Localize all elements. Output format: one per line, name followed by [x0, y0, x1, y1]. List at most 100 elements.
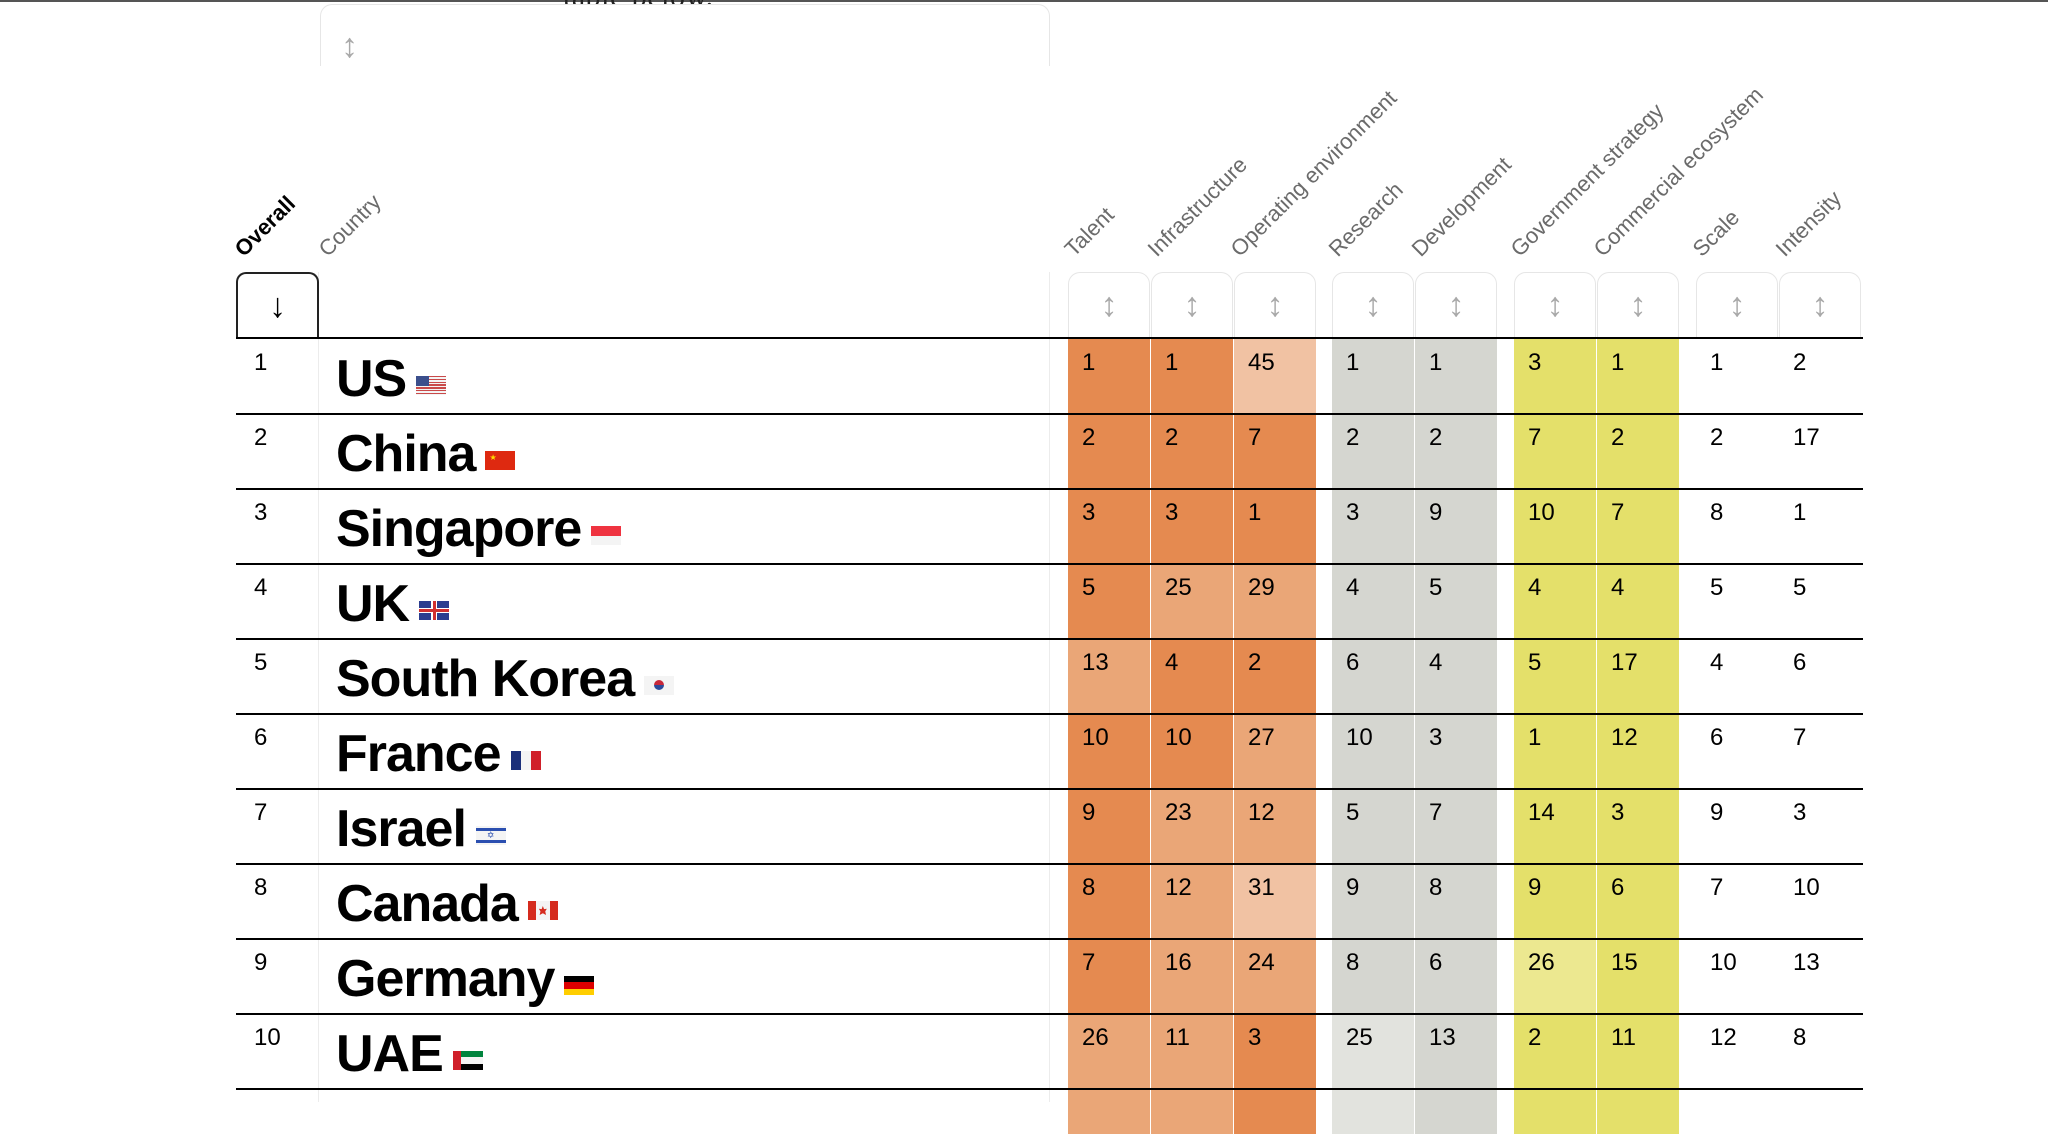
country-cell[interactable]: Germany: [336, 943, 595, 1005]
metric-cell-commercial: 4: [1611, 574, 1625, 601]
cell-background: [1514, 414, 1596, 489]
cell-background: [1234, 714, 1316, 789]
top-border: [0, 0, 2048, 2]
metric-cell-research: 5: [1346, 799, 1360, 826]
metric-cell-government: 10: [1528, 499, 1555, 526]
cell-background: [1514, 714, 1596, 789]
metric-cell-development: 6: [1429, 949, 1443, 976]
country-cell[interactable]: Israel ✡: [336, 793, 506, 855]
metric-cell-government: 3: [1528, 349, 1542, 376]
metric-cell-infrastructure: 25: [1165, 574, 1192, 601]
rank-cell: 9: [254, 949, 268, 976]
table-row: 8 Canada 8 12 31 9 8 9 6 7 10: [236, 864, 1863, 940]
cell-background: [1415, 789, 1497, 864]
country-name: Israel: [336, 800, 467, 858]
metric-cell-development: 4: [1429, 649, 1443, 676]
country-cell[interactable]: UAE: [336, 1018, 483, 1080]
metric-cell-operating: 27: [1248, 724, 1275, 751]
row-rule: [236, 488, 1863, 490]
metric-cell-government: 4: [1528, 574, 1542, 601]
country-cell[interactable]: UK: [336, 568, 450, 633]
metric-cell-commercial: 12: [1611, 724, 1638, 751]
cell-background: [1514, 489, 1596, 564]
country-cell[interactable]: Singapore: [336, 493, 622, 555]
table-row: 9 Germany 7 16 24 8 6 26 15 10 13: [236, 939, 1863, 1015]
cell-background: [1234, 339, 1316, 414]
sort-button-overall[interactable]: ↓: [236, 272, 319, 338]
header-label-operating: Operating environment: [1225, 85, 1402, 262]
cell-background: [1597, 489, 1679, 564]
country-name: UK: [336, 575, 410, 633]
cell-background: [1151, 564, 1233, 639]
country-cell[interactable]: China ★: [336, 418, 516, 483]
country-cell[interactable]: France: [336, 718, 541, 780]
metric-cell-government: 26: [1528, 949, 1555, 976]
metric-cell-intensity: 7: [1793, 724, 1807, 751]
canada-flag-icon: [527, 901, 558, 920]
metric-cell-development: 5: [1429, 574, 1443, 601]
metric-cell-operating: 1: [1248, 499, 1262, 526]
metric-cell-infrastructure: 4: [1165, 649, 1179, 676]
row-rule: [236, 413, 1863, 415]
metric-cell-development: 2: [1429, 424, 1443, 451]
metric-cell-scale: 10: [1710, 949, 1737, 976]
country-cell[interactable]: Canada: [336, 868, 558, 930]
sort-button-intensity[interactable]: ↕: [1779, 272, 1861, 338]
cell-background: [1151, 639, 1233, 714]
table-row: 5 South Korea 13 4 2 6 4 5 17 4 6: [236, 639, 1863, 715]
metric-cell-operating: 29: [1248, 574, 1275, 601]
metric-cell-commercial: 7: [1611, 499, 1625, 526]
metric-cell-commercial: 1: [1611, 349, 1625, 376]
metric-cell-research: 1: [1346, 349, 1360, 376]
sort-button-talent[interactable]: ↕: [1068, 272, 1150, 338]
metric-cell-commercial: 6: [1611, 874, 1625, 901]
cell-background: [1597, 414, 1679, 489]
sort-button-scale[interactable]: ↕: [1696, 272, 1778, 338]
cell-background: [1151, 489, 1233, 564]
sort-updown-icon: ↕: [1364, 286, 1382, 324]
cell-background: [1068, 789, 1150, 864]
metric-cell-development: 9: [1429, 499, 1443, 526]
metric-cell-scale: 7: [1710, 874, 1724, 901]
header-label-scale: Scale: [1687, 204, 1745, 262]
cell-background: [1068, 489, 1150, 564]
sort-button-commercial[interactable]: ↕: [1597, 272, 1679, 338]
sort-button-country[interactable]: ↕: [320, 4, 1050, 66]
header-label-intensity: Intensity: [1770, 185, 1847, 262]
sort-button-development[interactable]: ↕: [1415, 272, 1497, 338]
metric-cell-development: 7: [1429, 799, 1443, 826]
header-rule: [236, 337, 1863, 339]
sort-updown-icon: ↕: [1447, 286, 1465, 324]
country-name: US: [336, 350, 407, 408]
france-flag-icon: [510, 751, 541, 770]
country-name: Canada: [336, 875, 519, 933]
metric-cell-talent: 10: [1082, 724, 1109, 751]
sort-button-operating[interactable]: ↕: [1234, 272, 1316, 338]
country-cell[interactable]: US: [336, 343, 447, 408]
metric-cell-talent: 8: [1082, 874, 1096, 901]
country-name: China: [336, 425, 476, 483]
sort-button-infrastructure[interactable]: ↕: [1151, 272, 1233, 338]
metric-cell-infrastructure: 23: [1165, 799, 1192, 826]
metric-cell-talent: 5: [1082, 574, 1096, 601]
rank-cell: 10: [254, 1024, 281, 1051]
cell-background: [1597, 864, 1679, 939]
header-label-country: Country: [313, 189, 386, 262]
cell-background: [1151, 714, 1233, 789]
metric-cell-development: 1: [1429, 349, 1443, 376]
cell-background: [1415, 639, 1497, 714]
header-label-development: Development: [1406, 151, 1516, 262]
cell-background: [1234, 564, 1316, 639]
country-cell[interactable]: South Korea: [336, 643, 675, 705]
rank-cell: 2: [254, 424, 268, 451]
metric-cell-government: 1: [1528, 724, 1542, 751]
cell-background: [1151, 339, 1233, 414]
rank-cell: 1: [254, 349, 268, 376]
south-korea-flag-icon: [644, 676, 675, 695]
sort-updown-icon: ↕: [1266, 286, 1284, 324]
metric-cell-intensity: 2: [1793, 349, 1807, 376]
metric-cell-infrastructure: 3: [1165, 499, 1179, 526]
row-rule: [236, 1013, 1863, 1015]
sort-button-research[interactable]: ↕: [1332, 272, 1414, 338]
sort-button-government[interactable]: ↕: [1514, 272, 1596, 338]
